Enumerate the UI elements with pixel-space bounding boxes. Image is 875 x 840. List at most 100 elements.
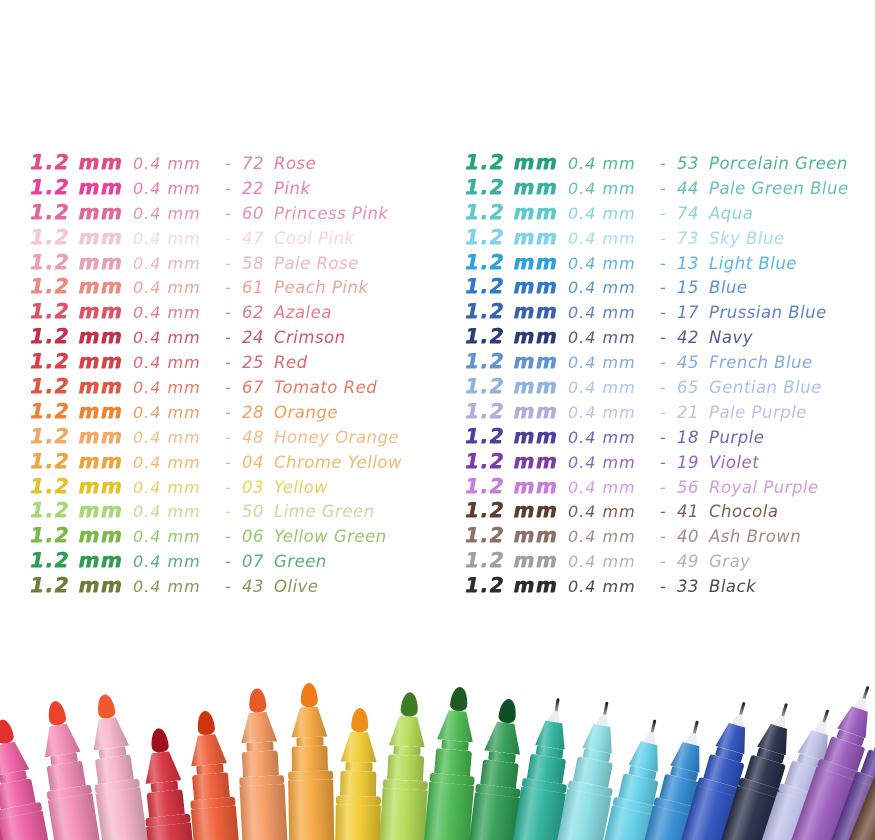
sample-1-2mm: 1.2 mm <box>465 249 559 274</box>
fine-needle-tip <box>780 702 788 717</box>
color-name: Prussian Blue <box>709 303 827 323</box>
sample-0-4mm: 0.4 mm <box>568 278 636 298</box>
pen-body <box>287 779 336 840</box>
color-code: 61 <box>242 278 264 298</box>
dash: - <box>660 228 666 248</box>
fine-needle-tip <box>650 719 656 733</box>
pen-upper-barrel <box>340 770 377 797</box>
pen-cone <box>188 733 226 766</box>
broad-nib-tip <box>247 687 267 713</box>
dash: - <box>660 253 666 273</box>
sample-0-4mm: 0.4 mm <box>568 328 636 348</box>
yellow-pen <box>332 707 383 840</box>
color-row: 1.2 mm 0.4 mm -07 Green <box>30 548 435 573</box>
color-row: 1.2 mm 0.4 mm -61 Peach Pink <box>30 274 435 299</box>
color-code: 74 <box>677 203 699 223</box>
color-row: 1.2 mm 0.4 mm -53 Porcelain Green <box>465 150 875 175</box>
pen-cone <box>437 709 475 742</box>
sample-0-4mm: 0.4 mm <box>568 154 636 173</box>
color-name: Gray <box>709 552 751 572</box>
color-name: Pale Green Blue <box>709 178 849 198</box>
sample-0-4mm: 0.4 mm <box>133 477 201 497</box>
fine-needle-tip <box>821 709 829 723</box>
color-row: 1.2 mm 0.4 mm -15 Blue <box>465 274 875 299</box>
dash: - <box>225 253 231 273</box>
sample-1-2mm: 1.2 mm <box>465 299 559 324</box>
color-row: 1.2 mm 0.4 mm -47 Cool Pink <box>30 225 435 250</box>
dash: - <box>225 427 231 447</box>
color-name: Violet <box>709 452 760 472</box>
dash: - <box>225 477 231 497</box>
color-row: 1.2 mm 0.4 mm -48 Honey Orange <box>30 424 435 449</box>
dash: - <box>225 154 231 173</box>
sample-1-2mm: 1.2 mm <box>30 249 124 274</box>
color-name: Crimson <box>274 328 346 348</box>
color-row: 1.2 mm 0.4 mm -33 Black <box>465 573 875 598</box>
pen-neck-ring <box>344 761 373 772</box>
sample-0-4mm: 0.4 mm <box>133 527 201 547</box>
sample-0-4mm: 0.4 mm <box>568 203 636 223</box>
fine-needle-tip <box>861 685 870 699</box>
color-name: Light Blue <box>709 253 797 273</box>
sample-0-4mm: 0.4 mm <box>133 278 201 298</box>
sample-1-2mm: 1.2 mm <box>30 398 124 423</box>
sample-0-4mm: 0.4 mm <box>133 502 201 522</box>
dash: - <box>225 278 231 298</box>
color-code: 04 <box>242 452 264 472</box>
color-name: Honey Orange <box>274 427 400 447</box>
sample-1-2mm: 1.2 mm <box>30 498 124 523</box>
color-code: 43 <box>242 577 264 597</box>
dash: - <box>660 353 666 373</box>
color-row: 1.2 mm 0.4 mm -42 Navy <box>465 324 875 349</box>
color-code: 50 <box>242 502 264 522</box>
sample-1-2mm: 1.2 mm <box>30 174 124 199</box>
fine-nib-ferrule <box>547 710 562 723</box>
dash: - <box>225 228 231 248</box>
fine-needle-tip <box>554 697 560 712</box>
sample-1-2mm: 1.2 mm <box>465 423 559 448</box>
color-name: Ash Brown <box>709 527 802 547</box>
sample-1-2mm: 1.2 mm <box>30 423 124 448</box>
sample-1-2mm: 1.2 mm <box>465 174 559 199</box>
sample-0-4mm: 0.4 mm <box>133 577 201 597</box>
sample-1-2mm: 1.2 mm <box>30 199 124 224</box>
color-row: 1.2 mm 0.4 mm -19 Violet <box>465 449 875 474</box>
color-name: Olive <box>274 577 319 597</box>
dash: - <box>225 552 231 572</box>
color-code: 44 <box>677 178 699 198</box>
dash: - <box>225 502 231 522</box>
amber-pen <box>285 682 336 840</box>
color-code: 03 <box>242 477 264 497</box>
sample-0-4mm: 0.4 mm <box>133 154 201 173</box>
pen-body <box>374 788 427 840</box>
pen-cone <box>291 707 328 738</box>
dash: - <box>660 577 666 597</box>
dash: - <box>660 178 666 198</box>
dash: - <box>660 477 666 497</box>
swatch-list: 1.2 mm 0.4 mm -72 Rose 1.2 mm 0.4 mm -22 Pink 1.… <box>0 150 875 598</box>
pen-cone <box>484 721 523 755</box>
color-code: 47 <box>242 228 264 248</box>
color-row: 1.2 mm 0.4 mm -28 Orange <box>30 399 435 424</box>
pen-cone <box>341 732 378 763</box>
color-name: Pale Purple <box>709 402 807 422</box>
broad-nib-tip <box>95 693 116 720</box>
color-name: Blue <box>709 278 748 298</box>
sample-1-2mm: 1.2 mm <box>465 224 559 249</box>
dash: - <box>225 303 231 323</box>
sample-1-2mm: 1.2 mm <box>465 199 559 224</box>
sample-1-2mm: 1.2 mm <box>30 448 124 473</box>
color-name: Royal Purple <box>709 477 819 497</box>
color-row: 1.2 mm 0.4 mm -18 Purple <box>465 424 875 449</box>
dash: - <box>225 353 231 373</box>
sample-1-2mm: 1.2 mm <box>465 498 559 523</box>
color-name: French Blue <box>709 353 813 373</box>
color-row: 1.2 mm 0.4 mm -40 Ash Brown <box>465 523 875 548</box>
color-row: 1.2 mm 0.4 mm -50 Lime Green <box>30 498 435 523</box>
sample-1-2mm: 1.2 mm <box>465 523 559 548</box>
color-row: 1.2 mm 0.4 mm -06 Yellow Green <box>30 523 435 548</box>
color-code: 07 <box>242 552 264 572</box>
sample-0-4mm: 0.4 mm <box>568 477 636 497</box>
color-row: 1.2 mm 0.4 mm -62 Azalea <box>30 299 435 324</box>
sample-0-4mm: 0.4 mm <box>133 427 201 447</box>
